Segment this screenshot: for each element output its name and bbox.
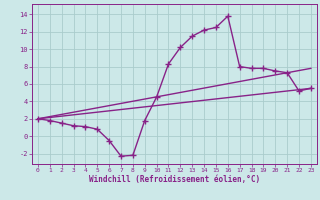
X-axis label: Windchill (Refroidissement éolien,°C): Windchill (Refroidissement éolien,°C): [89, 175, 260, 184]
